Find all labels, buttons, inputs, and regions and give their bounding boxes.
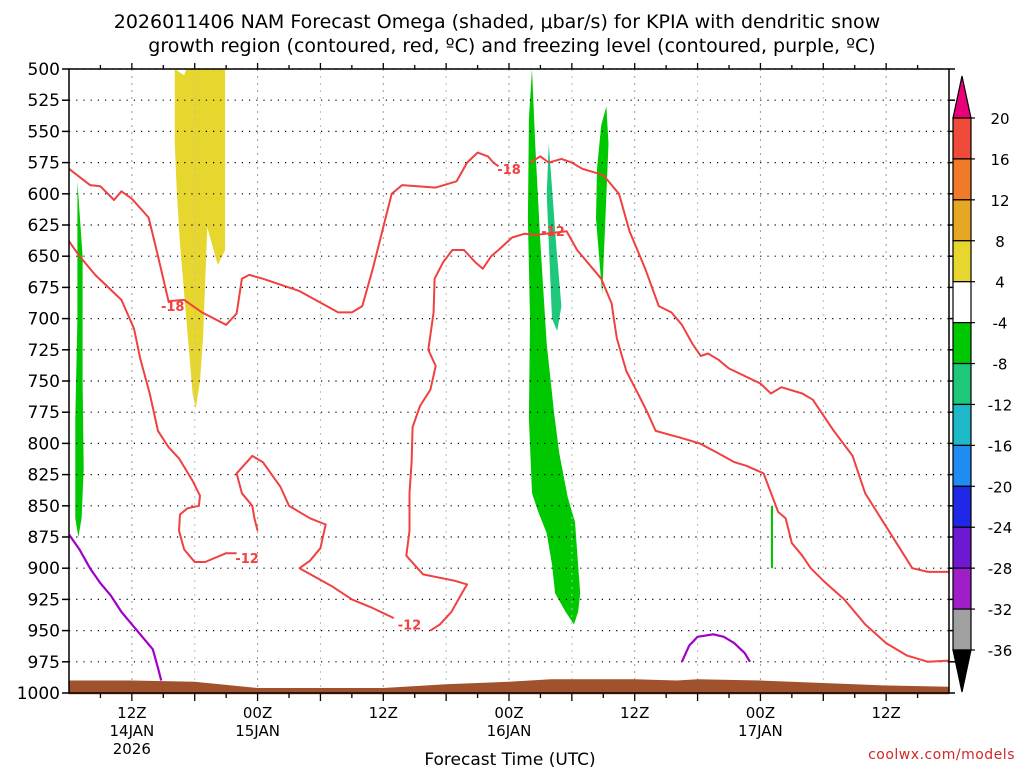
y-tick-label: 550 bbox=[28, 122, 60, 142]
omega-negative-4to8-region bbox=[596, 106, 609, 294]
colorbar-bin bbox=[952, 117, 972, 160]
contour-label: -12 bbox=[398, 618, 422, 633]
omega-negative-4to8-region bbox=[75, 181, 84, 538]
y-tick-label: 825 bbox=[28, 466, 60, 486]
y-tick-label: 700 bbox=[28, 310, 60, 330]
contour-label: -12 bbox=[235, 552, 259, 567]
colorbar-bin bbox=[952, 403, 972, 446]
colorbar-label: -32 bbox=[988, 601, 1013, 619]
y-tick-label: 975 bbox=[28, 653, 60, 673]
y-tick-label: 625 bbox=[28, 216, 60, 236]
contour-label: -18 bbox=[497, 163, 521, 178]
y-tick-label: 600 bbox=[28, 185, 60, 205]
x-tick-label: 12Z bbox=[871, 704, 900, 722]
y-tick-label: 950 bbox=[28, 622, 60, 642]
x-tick-label: 16JAN bbox=[487, 722, 532, 740]
y-tick-label: 650 bbox=[28, 247, 60, 267]
colorbar-label: -8 bbox=[993, 356, 1008, 374]
chart-title-line-1: 2026011406 NAM Forecast Omega (shaded, μ… bbox=[114, 11, 880, 33]
colorbar-label: -28 bbox=[988, 560, 1013, 578]
chart-title-line-2: growth region (contoured, red, ºC) and f… bbox=[148, 35, 875, 57]
y-tick-label: 800 bbox=[28, 434, 60, 454]
y-tick-label: 1000 bbox=[17, 684, 60, 704]
omega-positive-4to8-region bbox=[174, 69, 226, 409]
contour-label: -12 bbox=[541, 225, 565, 240]
omega-negative-4to8-region bbox=[527, 69, 581, 625]
colorbar-bin bbox=[952, 322, 972, 365]
y-tick-label: 725 bbox=[28, 341, 60, 361]
x-tick-label: 15JAN bbox=[235, 722, 280, 740]
colorbar-bin bbox=[952, 281, 972, 324]
y-tick-label: 925 bbox=[28, 590, 60, 610]
colorbar-bin bbox=[952, 567, 972, 610]
colorbar-bin bbox=[952, 444, 972, 487]
colorbar-label: -36 bbox=[988, 642, 1013, 660]
y-tick-label: 675 bbox=[28, 278, 60, 298]
colorbar-overflow-low bbox=[952, 649, 972, 693]
y-tick-label: 575 bbox=[28, 154, 60, 174]
contour-label: -18 bbox=[161, 300, 185, 315]
x-tick-label: 00Z bbox=[243, 704, 272, 722]
colorbar-label: -12 bbox=[988, 396, 1013, 414]
x-axis-label: Forecast Time (UTC) bbox=[424, 750, 595, 768]
terrain-surface bbox=[69, 679, 949, 695]
colorbar-label: 4 bbox=[995, 274, 1005, 292]
colorbar-bin bbox=[952, 199, 972, 242]
y-tick-label: 900 bbox=[28, 559, 60, 579]
colorbar-label: -24 bbox=[988, 519, 1013, 537]
isotherm-minus-12-west-contour bbox=[68, 240, 237, 563]
colorbar-label: -20 bbox=[988, 478, 1013, 496]
colorbar-bin bbox=[952, 608, 972, 651]
colorbar-bin bbox=[952, 362, 972, 406]
colorbar-bin bbox=[952, 240, 972, 283]
colorbar-label: 12 bbox=[990, 192, 1009, 210]
x-tick-label: 2026 bbox=[113, 740, 151, 758]
isotherm-minus-18-center-contour bbox=[529, 155, 949, 573]
credit-text: coolwx.com/models bbox=[868, 747, 1015, 763]
colorbar-label: 8 bbox=[995, 233, 1005, 251]
x-tick-label: 12Z bbox=[117, 704, 146, 722]
y-tick-label: 850 bbox=[28, 497, 60, 517]
y-tick-label: 500 bbox=[28, 60, 60, 80]
colorbar-label: -16 bbox=[988, 437, 1013, 455]
isotherm-minus-18-west-contour bbox=[68, 151, 500, 326]
isotherm-minus-12-center-contour bbox=[405, 230, 950, 663]
y-tick-label: 775 bbox=[28, 403, 60, 423]
y-tick-label: 750 bbox=[28, 372, 60, 392]
x-tick-label: 14JAN bbox=[109, 722, 154, 740]
freezing-level-west-contour bbox=[68, 533, 163, 681]
x-tick-label: 17JAN bbox=[738, 722, 783, 740]
x-tick-label: 00Z bbox=[746, 704, 775, 722]
colorbar-bin bbox=[952, 485, 972, 528]
freezing-level-east-contour bbox=[680, 633, 751, 663]
colorbar-label: -4 bbox=[993, 315, 1008, 333]
x-tick-label: 00Z bbox=[494, 704, 523, 722]
colorbar-bin bbox=[952, 158, 972, 201]
x-tick-label: 12Z bbox=[620, 704, 649, 722]
omega-negative-4to8-region bbox=[770, 505, 773, 569]
colorbar-bin bbox=[952, 526, 972, 569]
y-tick-label: 875 bbox=[28, 528, 60, 548]
isotherm-minus-12-loop-contour bbox=[235, 454, 395, 620]
colorbar-label: 16 bbox=[990, 151, 1009, 169]
x-tick-label: 12Z bbox=[369, 704, 398, 722]
colorbar-label: 20 bbox=[990, 110, 1009, 128]
y-tick-label: 525 bbox=[28, 91, 60, 111]
omega-negative-8to12-region bbox=[546, 143, 562, 332]
